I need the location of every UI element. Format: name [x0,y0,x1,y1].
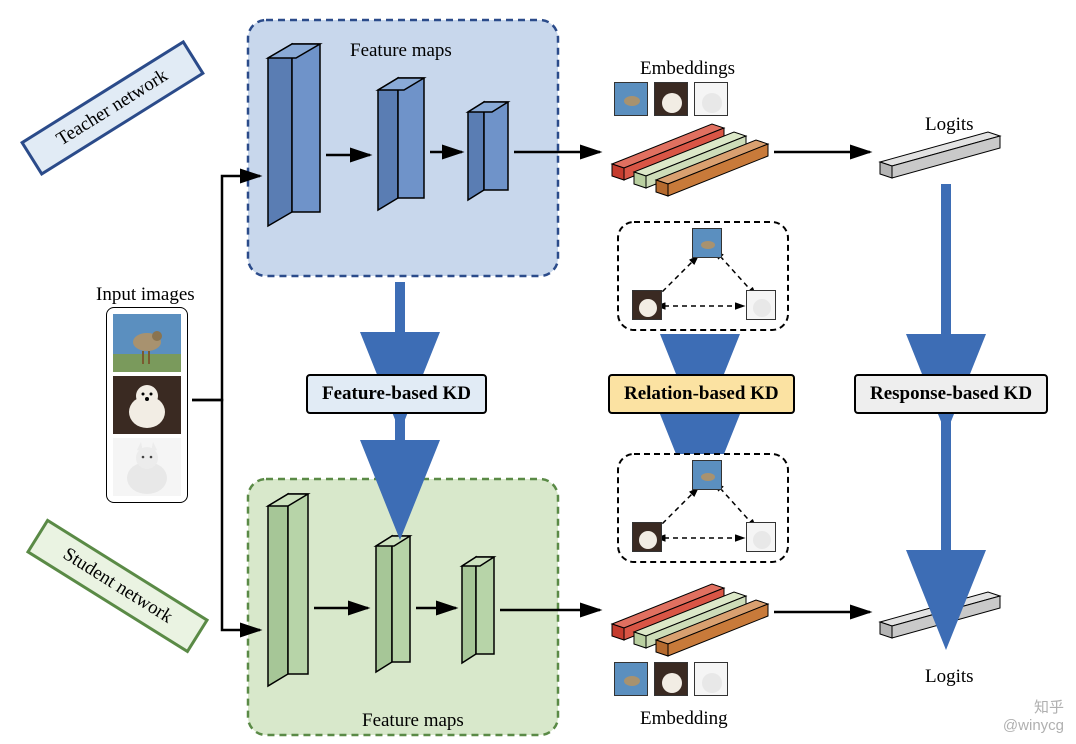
teacher-cuboid-2 [378,78,424,210]
teacher-embeddings [612,124,768,196]
dog-icon [654,82,688,116]
dog-icon [654,662,688,696]
fmaps-teacher-label: Feature maps [350,40,452,62]
embed-student-label: Embedding [640,708,728,730]
logits-teacher-label: Logits [925,114,974,136]
cat-icon [746,522,776,552]
cat-image [113,438,181,496]
student-cuboid-3 [462,557,494,663]
student-emb-thumbs [614,662,728,696]
bird-icon [692,460,722,490]
dog-image [113,376,181,434]
watermark: 知乎 @winycg [1003,699,1064,737]
student-logits [880,592,1000,638]
teacher-logits [880,132,1000,178]
bird-icon [614,82,648,116]
cat-icon [746,290,776,320]
dog-icon [632,522,662,552]
teacher-cuboid-3 [468,102,508,200]
input-images [106,307,188,503]
teacher-emb-thumbs [614,82,728,116]
cat-icon [694,82,728,116]
bird-icon [614,662,648,696]
fmaps-student-label: Feature maps [362,710,464,732]
logits-student-label: Logits [925,666,974,688]
student-cuboid-2 [376,536,410,672]
input-label: Input images [96,284,195,306]
bird-icon [692,228,722,258]
student-embeddings [612,584,768,656]
cat-icon [694,662,728,696]
kd-response-box: Response-based KD [854,374,1048,414]
bird-image [113,314,181,372]
embed-teacher-label: Embeddings [640,58,735,80]
kd-feature-box: Feature-based KD [306,374,487,414]
teacher-cuboid-1 [268,44,320,226]
dog-icon [632,290,662,320]
kd-relation-box: Relation-based KD [608,374,795,414]
student-cuboid-1 [268,494,308,686]
